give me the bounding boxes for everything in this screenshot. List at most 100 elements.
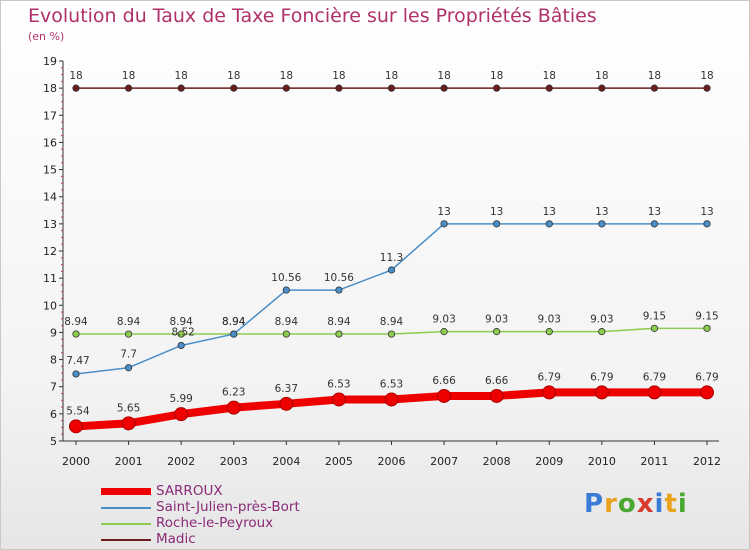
x-tick-label: 2003 (220, 455, 248, 468)
data-label: 9.03 (590, 314, 613, 326)
legend-label: SARROUX (156, 483, 223, 499)
legend-label: Saint-Julien-près-Bort (156, 499, 300, 515)
data-point (335, 286, 343, 294)
y-tick-label: 13 (43, 218, 57, 231)
data-label: 8.94 (380, 316, 404, 328)
data-label: 10.56 (271, 272, 301, 284)
data-label: 8.94 (327, 316, 351, 328)
y-tick-label: 15 (43, 164, 57, 177)
data-label: 8.94 (169, 316, 193, 328)
data-point (230, 84, 238, 92)
data-label: 6.79 (643, 371, 666, 383)
data-point (437, 388, 452, 403)
data-point (700, 385, 714, 400)
data-label: 8.52 (171, 326, 194, 338)
data-label: 5.99 (169, 393, 192, 405)
data-label: 18 (332, 70, 345, 82)
data-label: 8.94 (275, 316, 299, 328)
x-tick-label: 2008 (483, 455, 511, 468)
y-tick-label: 11 (43, 272, 57, 285)
data-label: 6.79 (590, 371, 613, 383)
data-label: 18 (122, 70, 135, 82)
data-point (226, 400, 241, 415)
data-label: 13 (543, 206, 556, 218)
data-point (545, 84, 553, 92)
data-label: 18 (595, 70, 608, 82)
data-label: 5.65 (117, 402, 140, 414)
data-point (282, 286, 290, 294)
series-sarroux (69, 385, 714, 434)
series-madic (72, 84, 711, 92)
data-point (440, 220, 448, 228)
data-point (703, 220, 711, 228)
data-label: 18 (543, 70, 556, 82)
series-line (75, 223, 708, 375)
legend-item: Madic (101, 531, 361, 547)
data-point (331, 392, 346, 407)
data-labels: 5.54 5.65 5.99 6.23 6.37 6.53 6.53 6.66 6.66 6.79… (64, 70, 718, 417)
data-label: 6.23 (222, 387, 245, 399)
data-point (598, 84, 606, 92)
series-saint-julien-pr-s-bort (72, 220, 711, 378)
data-label: 9.03 (538, 314, 561, 326)
data-label: 6.53 (327, 378, 350, 390)
y-tick-label: 10 (43, 299, 57, 312)
chart-title: Evolution du Taux de Taxe Foncière sur l… (28, 5, 597, 27)
data-label: 9.03 (485, 314, 508, 326)
data-point (440, 84, 448, 92)
data-point (69, 419, 83, 434)
y-tick-label: 6 (50, 408, 57, 421)
data-point (387, 330, 396, 338)
data-point (493, 84, 501, 92)
logo-letter: r (604, 489, 618, 519)
data-point (542, 385, 557, 400)
data-label: 18 (280, 70, 293, 82)
data-label: 6.79 (538, 371, 561, 383)
y-tick-label: 19 (43, 55, 57, 68)
logo-letter: i (654, 489, 665, 519)
y-tick-label: 14 (43, 191, 57, 204)
data-point (650, 84, 659, 92)
logo-letter: P (584, 489, 605, 519)
x-tick-label: 2004 (272, 455, 300, 468)
series-group (69, 84, 714, 434)
data-point (124, 364, 133, 372)
data-label: 9.15 (643, 310, 666, 322)
data-point (545, 220, 553, 228)
y-tick-label: 12 (43, 245, 57, 258)
data-label: 18 (69, 70, 82, 82)
y-tick-label: 16 (43, 136, 57, 149)
legend-label: Roche-le-Peyroux (156, 515, 274, 531)
data-point (493, 328, 501, 336)
y-tick-label: 18 (43, 82, 57, 95)
data-label: 6.53 (380, 378, 403, 390)
data-label: 6.37 (275, 383, 298, 395)
data-label: 8.94 (64, 316, 88, 328)
legend-swatch (101, 523, 151, 525)
x-tick-label: 2001 (115, 455, 143, 468)
legend-swatch (101, 507, 151, 509)
legend-label: Madic (156, 531, 196, 547)
y-tick-label: 5 (50, 435, 57, 448)
x-tick-label: 2010 (588, 455, 616, 468)
data-point (282, 330, 290, 338)
data-point (230, 330, 238, 338)
x-tick-label: 2009 (535, 455, 563, 468)
data-label: 18 (174, 70, 187, 82)
data-point (124, 330, 133, 338)
data-point (174, 407, 189, 422)
data-label: 18 (700, 70, 713, 82)
data-point (650, 324, 659, 332)
legend-item: Roche-le-Peyroux (101, 515, 361, 531)
x-tick-label: 2002 (167, 455, 195, 468)
data-label: 6.79 (695, 371, 718, 383)
data-label: 18 (648, 70, 661, 82)
data-point (440, 328, 448, 336)
data-label: 18 (490, 70, 503, 82)
data-label: 18 (385, 70, 398, 82)
data-point (647, 385, 662, 400)
data-label: 7.7 (120, 349, 137, 361)
data-point (282, 84, 290, 92)
proxiti-logo: Proxiti (584, 489, 688, 519)
